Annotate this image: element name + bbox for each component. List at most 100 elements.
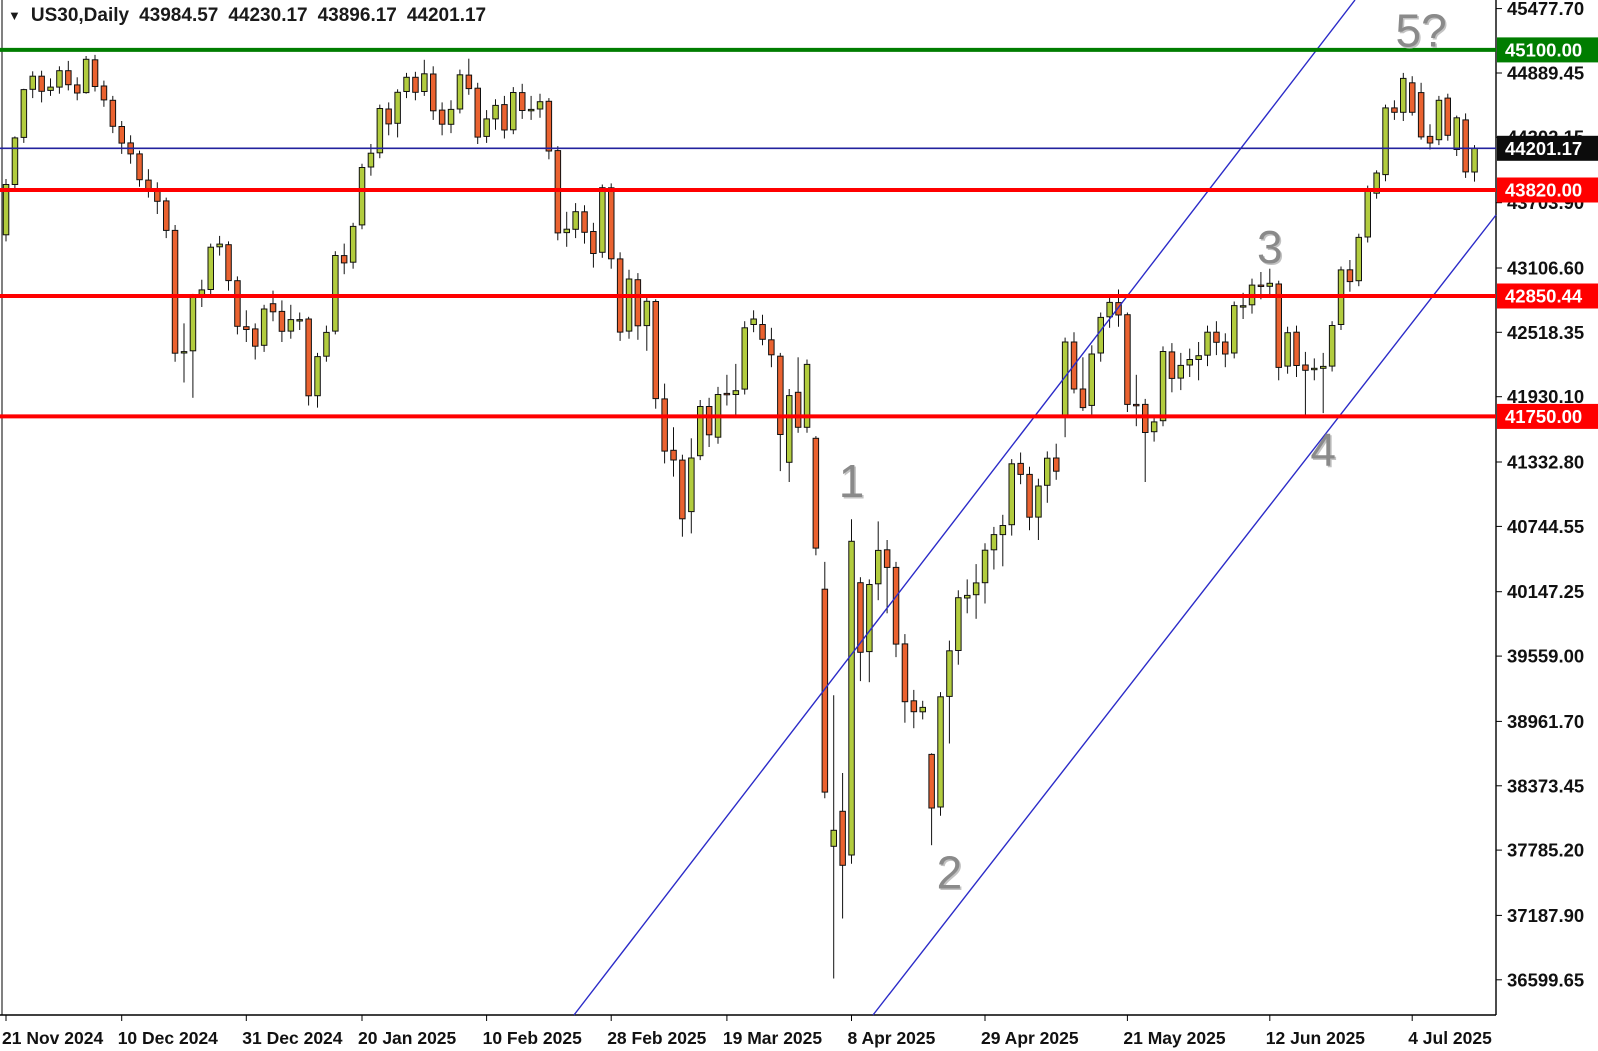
candle bbox=[919, 700, 926, 720]
candle bbox=[955, 590, 962, 665]
candle bbox=[332, 251, 339, 335]
candle bbox=[394, 89, 401, 138]
candle bbox=[171, 225, 179, 362]
candle bbox=[163, 197, 170, 239]
svg-text:45100.00: 45100.00 bbox=[1505, 39, 1582, 60]
candle bbox=[234, 276, 241, 335]
candle bbox=[56, 66, 63, 94]
candle bbox=[1435, 95, 1443, 146]
candle bbox=[937, 692, 944, 816]
candle bbox=[892, 561, 900, 658]
trendline[interactable] bbox=[872, 214, 1497, 1016]
candle bbox=[421, 59, 428, 96]
trendline[interactable] bbox=[573, 0, 1356, 1016]
candle bbox=[1088, 345, 1095, 417]
candle bbox=[474, 82, 481, 144]
candle bbox=[1328, 321, 1336, 372]
candle bbox=[910, 689, 918, 729]
candle bbox=[750, 310, 757, 333]
candle bbox=[109, 95, 117, 134]
y-axis-tick-label: 45477.70 bbox=[1507, 0, 1584, 19]
candle bbox=[679, 454, 686, 537]
candle bbox=[1391, 100, 1398, 120]
symbol-timeframe-label: US30,Daily bbox=[30, 5, 130, 26]
candle bbox=[82, 56, 90, 94]
y-axis-tick-label: 38961.70 bbox=[1507, 711, 1584, 732]
candle bbox=[47, 78, 54, 96]
y-axis-tick-label: 36599.65 bbox=[1507, 969, 1584, 990]
wave-label-shadow: 4 bbox=[1312, 425, 1338, 477]
y-axis-tick-label: 40744.55 bbox=[1507, 516, 1584, 537]
candle bbox=[216, 235, 223, 256]
x-axis-date-label: 4 Jul 2025 bbox=[1408, 1028, 1492, 1048]
x-axis-date-label: 28 Feb 2025 bbox=[607, 1028, 706, 1048]
candle bbox=[1302, 351, 1309, 416]
candle bbox=[563, 211, 570, 247]
candle bbox=[875, 521, 882, 601]
candle bbox=[314, 352, 321, 408]
candle bbox=[1061, 337, 1069, 438]
candle bbox=[1026, 466, 1033, 531]
candle bbox=[65, 60, 72, 91]
candle bbox=[438, 102, 446, 136]
candle bbox=[358, 163, 366, 230]
candle bbox=[456, 69, 464, 114]
x-axis-date-label: 20 Jan 2025 bbox=[358, 1028, 457, 1048]
wave-label-shadow: 5? bbox=[1397, 6, 1448, 58]
candle bbox=[252, 323, 259, 360]
candle bbox=[688, 438, 695, 534]
candle bbox=[981, 543, 989, 604]
candle bbox=[545, 98, 553, 160]
y-axis-tick-label: 37785.20 bbox=[1507, 840, 1584, 861]
candle bbox=[225, 241, 232, 291]
y-axis-tick-label: 43106.60 bbox=[1507, 258, 1584, 279]
x-axis-date-label: 8 Apr 2025 bbox=[848, 1028, 936, 1048]
wave-label[interactable]: 4 bbox=[1310, 423, 1336, 475]
candle bbox=[794, 357, 802, 433]
candle bbox=[189, 293, 197, 398]
candle bbox=[1124, 312, 1131, 412]
candle bbox=[1204, 325, 1211, 367]
wave-label[interactable]: 2 bbox=[937, 847, 963, 899]
ohlc-high: 44230.17 bbox=[228, 5, 308, 26]
wave-label[interactable]: 5? bbox=[1396, 4, 1447, 56]
candle bbox=[1462, 113, 1469, 178]
x-axis-date-label: 12 Jun 2025 bbox=[1266, 1028, 1365, 1048]
candle bbox=[1417, 82, 1425, 140]
candle bbox=[1053, 443, 1060, 480]
candle bbox=[1133, 374, 1140, 427]
wave-label-shadow: 1 bbox=[840, 457, 866, 509]
x-axis-date-label: 10 Feb 2025 bbox=[483, 1028, 582, 1048]
candle bbox=[492, 99, 499, 130]
symbol-dropdown-icon[interactable]: ▼ bbox=[8, 7, 21, 23]
candle bbox=[180, 323, 188, 383]
candle bbox=[1222, 333, 1229, 368]
candle bbox=[1231, 301, 1238, 359]
candle bbox=[465, 58, 473, 95]
candle bbox=[848, 519, 855, 864]
candle bbox=[901, 634, 909, 723]
candle bbox=[91, 54, 99, 92]
candle bbox=[812, 436, 820, 556]
y-axis-tick-label: 37187.90 bbox=[1507, 905, 1584, 926]
candle bbox=[1453, 115, 1460, 156]
x-axis-date-label: 21 Nov 2024 bbox=[2, 1028, 103, 1048]
wave-label[interactable]: 3 bbox=[1257, 221, 1283, 273]
candle bbox=[972, 564, 980, 619]
candle bbox=[732, 363, 740, 417]
candle bbox=[11, 136, 19, 190]
candle bbox=[821, 561, 829, 799]
candle bbox=[661, 383, 668, 464]
candle bbox=[1320, 352, 1327, 414]
candle bbox=[643, 295, 651, 351]
y-axis-tick-label: 41332.80 bbox=[1507, 452, 1584, 473]
candle bbox=[697, 400, 704, 461]
candle bbox=[1364, 185, 1371, 243]
candle bbox=[1195, 342, 1202, 381]
wave-label[interactable]: 1 bbox=[839, 455, 865, 507]
svg-text:41750.00: 41750.00 bbox=[1505, 406, 1582, 427]
candle bbox=[1373, 170, 1380, 199]
candle bbox=[243, 310, 250, 342]
candle bbox=[323, 325, 330, 362]
